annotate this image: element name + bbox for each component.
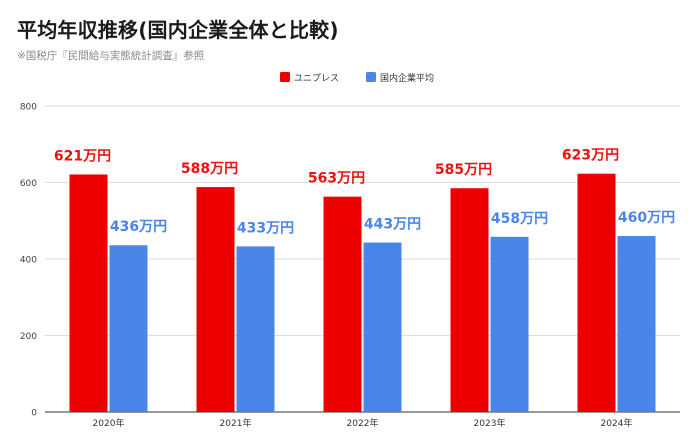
legend-swatch bbox=[280, 72, 290, 82]
bar bbox=[490, 236, 529, 412]
data-label: 588万円 bbox=[181, 161, 238, 177]
bar bbox=[450, 188, 489, 412]
bar bbox=[323, 196, 362, 412]
data-label: 443万円 bbox=[364, 217, 421, 233]
x-tick-label: 2022年 bbox=[347, 417, 379, 429]
legend-label: ユニプレス bbox=[294, 73, 339, 84]
data-label: 585万円 bbox=[435, 162, 492, 178]
legend-label: 国内企業平均 bbox=[380, 72, 434, 84]
y-tick-label: 600 bbox=[20, 179, 37, 189]
data-label: 563万円 bbox=[308, 171, 365, 187]
y-tick-label: 400 bbox=[20, 256, 37, 266]
chart-title: 平均年収推移(国内企業全体と比較) bbox=[17, 18, 339, 42]
data-label: 458万円 bbox=[491, 211, 548, 227]
data-label: 436万円 bbox=[110, 219, 167, 235]
bar bbox=[196, 187, 235, 412]
x-tick-label: 2024年 bbox=[601, 417, 633, 429]
bar bbox=[69, 174, 108, 412]
x-tick-label: 2023年 bbox=[474, 417, 506, 429]
chart-subtitle: ※国税庁『民間給与実態統計調査』参照 bbox=[17, 50, 205, 62]
y-tick-label: 0 bbox=[31, 409, 37, 419]
x-tick-label: 2020年 bbox=[93, 417, 125, 429]
data-label: 623万円 bbox=[562, 148, 619, 164]
data-label: 621万円 bbox=[54, 148, 111, 164]
y-tick-label: 200 bbox=[20, 332, 37, 342]
data-label: 460万円 bbox=[618, 210, 675, 226]
legend-swatch bbox=[366, 72, 376, 82]
bar bbox=[363, 242, 402, 412]
x-tick-label: 2021年 bbox=[220, 417, 252, 429]
bar bbox=[236, 246, 275, 412]
bar bbox=[617, 236, 656, 412]
y-tick-label: 800 bbox=[20, 103, 37, 113]
bar bbox=[577, 173, 616, 412]
bar bbox=[109, 245, 148, 412]
data-label: 433万円 bbox=[237, 220, 294, 236]
